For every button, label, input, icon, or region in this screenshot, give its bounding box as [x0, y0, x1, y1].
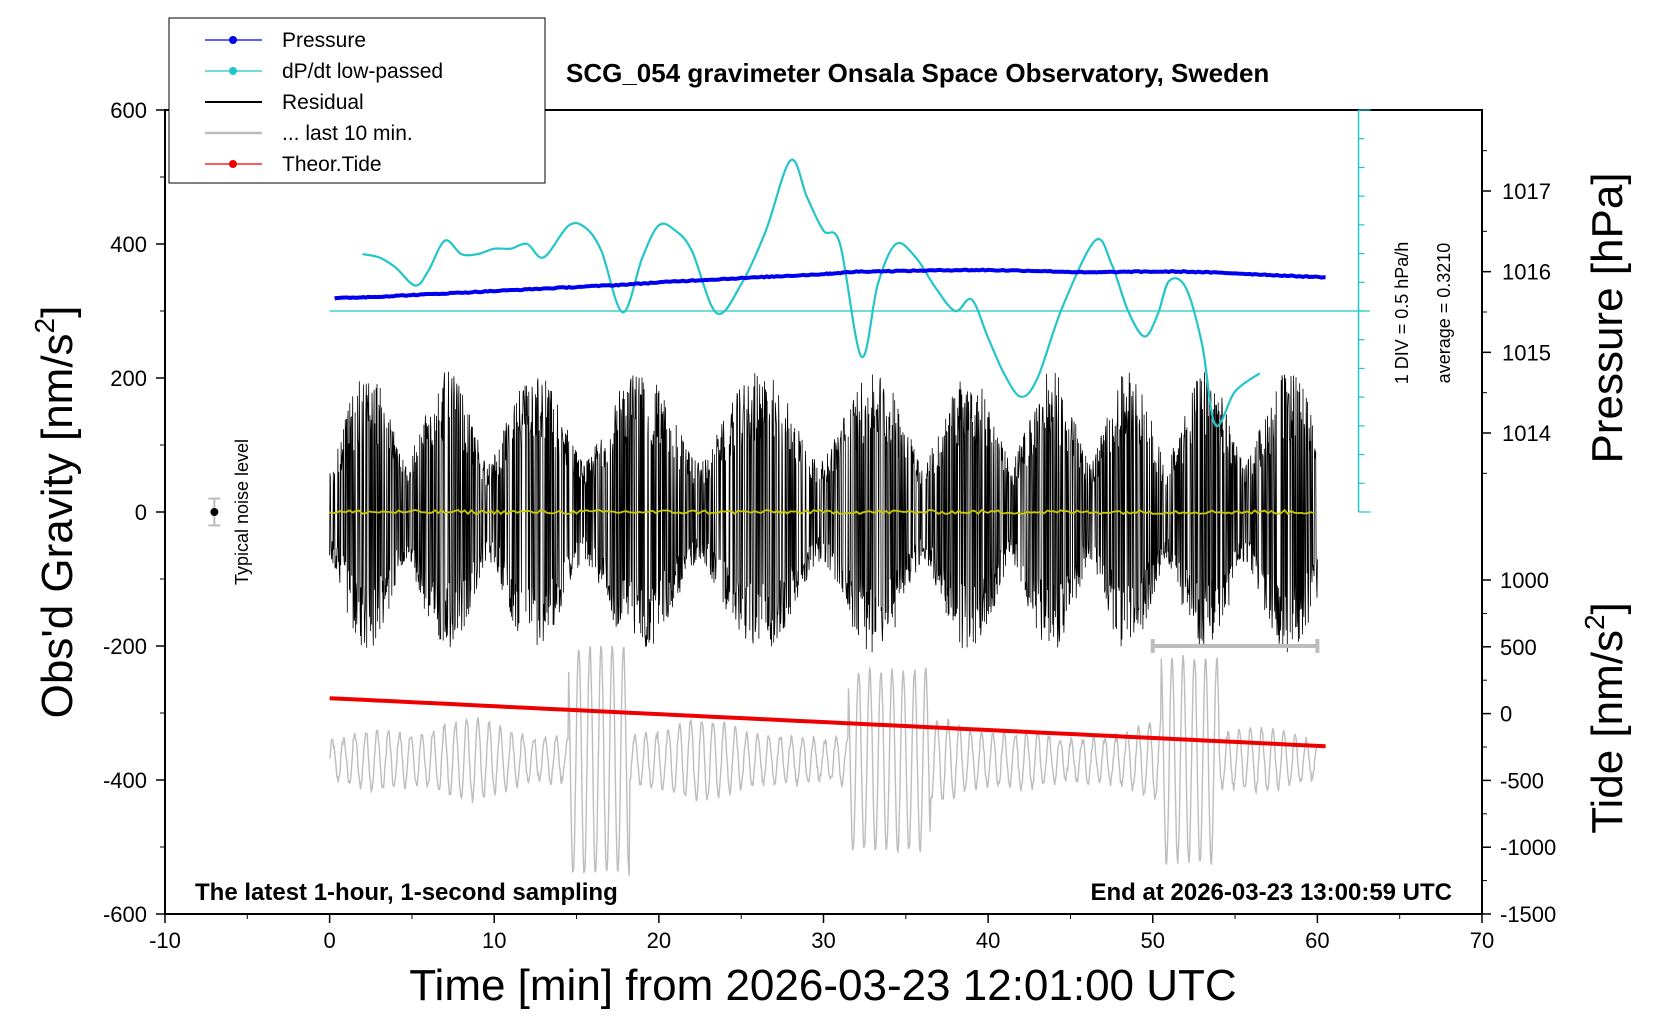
y-axis-left-title-sup: 2 [29, 318, 60, 334]
y-axis-left-title-main: Obs'd Gravity [nm/s [33, 333, 82, 718]
y-axis-tide-title-end: ] [1583, 602, 1632, 614]
y-left-tick-label: -200 [103, 634, 147, 659]
y-tide-tick-label: -1000 [1500, 835, 1556, 860]
legend-label: dP/dt low-passed [282, 60, 443, 83]
x-tick-label: 0 [324, 928, 336, 953]
x-tick-label: 10 [482, 928, 506, 953]
legend-marker [229, 160, 237, 168]
x-tick-label: 60 [1305, 928, 1329, 953]
legend: Pressure dP/dt low-passed Residual ... last… [168, 17, 546, 184]
dpdt-scale-bar [329, 109, 1371, 513]
legend-label: Theor.Tide [282, 153, 382, 176]
legend-label: Residual [282, 91, 364, 114]
smoothed-residual-line [329, 508, 1315, 516]
note-end-time: End at 2026-03-23 13:00:59 UTC [1091, 879, 1453, 906]
x-axis: -10 0 10 20 30 40 50 60 70 [149, 914, 1494, 953]
legend-label: ... last 10 min. [282, 122, 413, 145]
y-pressure-tick-label: 1017 [1502, 179, 1551, 204]
y-axis-tide-title: Tide [nm/s2] [1579, 602, 1632, 834]
dpdt-scale-div-label: 1 DIV = 0.5 hPa/h [1392, 242, 1412, 385]
x-tick-label: 40 [976, 928, 1000, 953]
y-tide-tick-label: -500 [1500, 768, 1544, 793]
legend-box [168, 17, 546, 184]
y-left-tick-label: 600 [110, 98, 147, 123]
y-axis-tide-title-sup: 2 [1579, 614, 1610, 630]
noise-point [210, 508, 219, 516]
x-tick-label: -10 [149, 928, 181, 953]
y-axis-pressure-title: Pressure [hPa] [1583, 172, 1632, 463]
x-tick-label: 70 [1470, 928, 1494, 953]
y-left-tick-label: -600 [103, 902, 147, 927]
theor-tide-line [329, 696, 1326, 749]
legend-label: Pressure [282, 29, 366, 52]
y-left-tick-label: -400 [103, 768, 147, 793]
y-left-tick-label: 400 [110, 232, 147, 257]
y-tide-tick-label: 1000 [1500, 568, 1549, 593]
y-tide-tick-label: 0 [1500, 702, 1512, 727]
x-axis-title: Time [min] from 2026-03-23 12:01:00 UTC [409, 961, 1236, 1010]
y-tide-tick-label: -1500 [1500, 902, 1556, 927]
x-tick-label: 50 [1141, 928, 1165, 953]
y-tide-tick-label: 500 [1500, 635, 1537, 660]
y-axis-tide: -1500 -1000 -500 0 500 1000 [1482, 568, 1556, 927]
x-tick-label: 30 [811, 928, 835, 953]
chart-title: SCG_054 gravimeter Onsala Space Observat… [566, 58, 1269, 88]
note-sampling: The latest 1-hour, 1-second sampling [195, 879, 618, 906]
y-axis-left: -600 -400 -200 0 200 400 600 [103, 98, 165, 927]
pressure-line [334, 267, 1326, 301]
legend-marker [229, 36, 237, 44]
y-axis-tide-title-main: Tide [nm/s [1583, 630, 1632, 834]
dpdt-line [362, 158, 1261, 428]
residual-line [329, 371, 1318, 653]
last-10-min-line [328, 645, 1319, 876]
x-tick-label: 20 [647, 928, 671, 953]
legend-marker [229, 67, 237, 75]
noise-level-label: Typical noise level [232, 439, 252, 585]
dpdt-scale-average-label: average = 0.3210 [1434, 243, 1454, 384]
y-left-tick-label: 200 [110, 366, 147, 391]
y-axis-pressure: 1014 1015 1016 1017 [1482, 150, 1551, 474]
y-left-tick-label: 0 [135, 500, 147, 525]
series-layer [208, 158, 1326, 876]
y-pressure-tick-label: 1016 [1502, 260, 1551, 285]
y-pressure-tick-label: 1015 [1502, 340, 1551, 365]
y-pressure-tick-label: 1014 [1502, 421, 1551, 446]
y-axis-left-title-end: ] [33, 306, 82, 318]
y-axis-left-title: Obs'd Gravity [nm/s2] [29, 306, 82, 719]
